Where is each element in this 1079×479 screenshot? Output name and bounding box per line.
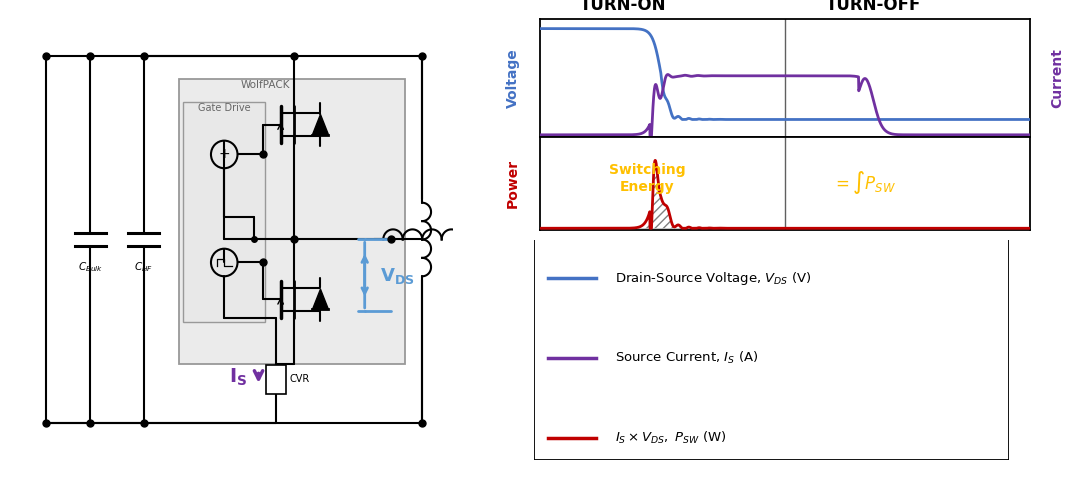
Text: Switching
Energy: Switching Energy — [610, 163, 686, 194]
Text: WolfPACK: WolfPACK — [241, 80, 290, 91]
Text: TURN-ON: TURN-ON — [581, 0, 667, 14]
Text: $\mathbf{I_S}$: $\mathbf{I_S}$ — [229, 367, 247, 388]
Text: Gate Drive: Gate Drive — [197, 103, 250, 114]
FancyBboxPatch shape — [179, 79, 405, 364]
Text: $\mathbf{V_{DS}}$: $\mathbf{V_{DS}}$ — [380, 266, 414, 286]
Text: Voltage: Voltage — [506, 48, 520, 108]
Text: $C_{Bulk}$: $C_{Bulk}$ — [78, 260, 104, 274]
Text: Current: Current — [1050, 48, 1064, 108]
Text: Drain-Source Voltage, $V_{DS}$ (V): Drain-Source Voltage, $V_{DS}$ (V) — [615, 270, 811, 286]
FancyBboxPatch shape — [534, 240, 1009, 460]
Text: CVR: CVR — [289, 374, 310, 384]
Polygon shape — [313, 289, 328, 309]
FancyBboxPatch shape — [183, 102, 265, 322]
Text: Power: Power — [506, 159, 520, 208]
Text: $C_{HF}$: $C_{HF}$ — [134, 260, 153, 274]
Text: Source Current, $I_S$ (A): Source Current, $I_S$ (A) — [615, 350, 759, 366]
Text: $= \int P_{SW}$: $= \int P_{SW}$ — [832, 169, 896, 196]
Text: TURN-OFF: TURN-OFF — [827, 0, 921, 14]
FancyBboxPatch shape — [267, 365, 286, 394]
Polygon shape — [313, 114, 328, 135]
Text: +: + — [218, 148, 230, 161]
Text: $I_S \times V_{DS},\ P_{SW}$ (W): $I_S \times V_{DS},\ P_{SW}$ (W) — [615, 430, 726, 446]
